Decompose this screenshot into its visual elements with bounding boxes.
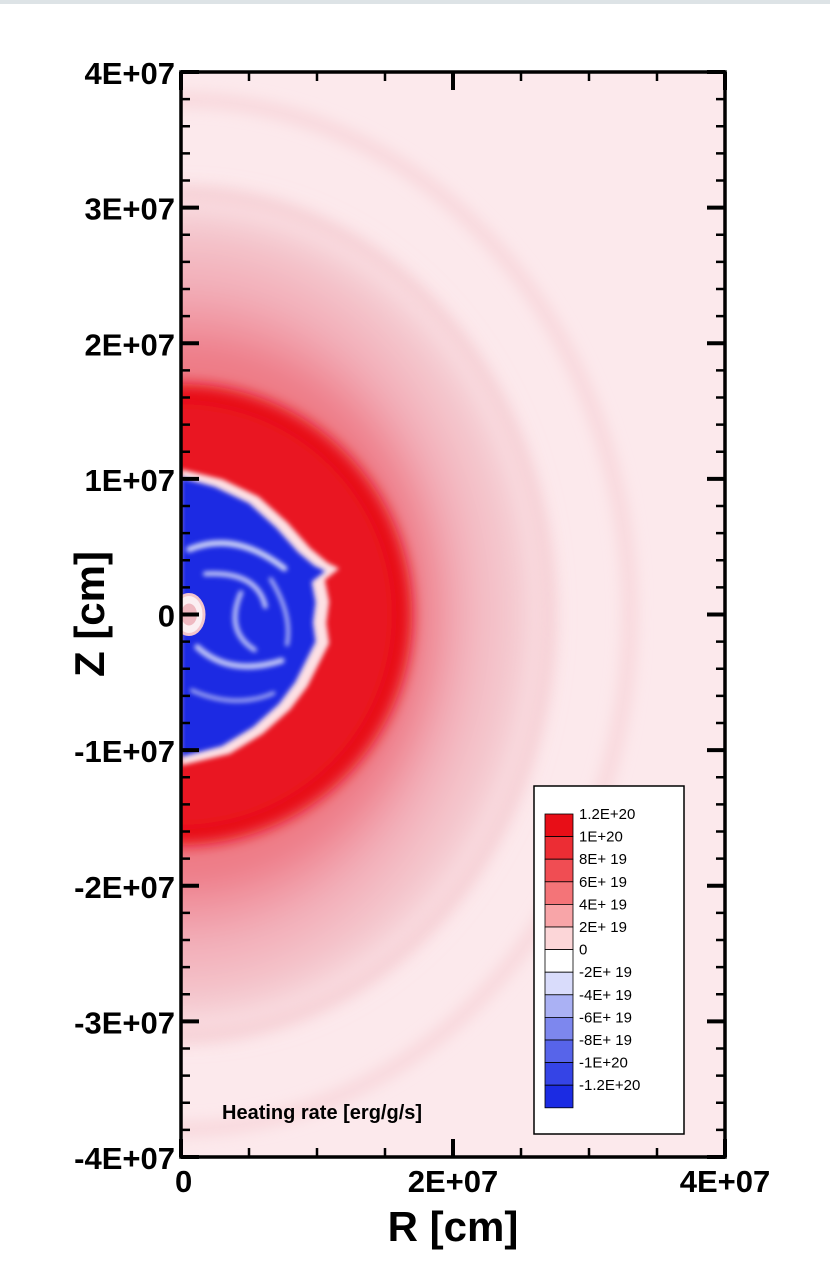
y-tick-label: 4E+07 — [84, 56, 175, 91]
legend-swatch — [544, 813, 574, 838]
legend-label: -2E+ 19 — [579, 964, 632, 981]
legend-label: 8E+ 19 — [579, 851, 627, 868]
legend-label: 4E+ 19 — [579, 896, 627, 913]
legend-swatch — [544, 858, 574, 883]
legend-swatch — [544, 926, 574, 951]
legend-swatch — [544, 1062, 574, 1086]
legend-label: -1E+20 — [579, 1055, 628, 1072]
y-tick-label: 2E+07 — [84, 327, 175, 362]
legend-swatch — [544, 836, 574, 860]
swirl — [189, 688, 276, 703]
top-border — [0, 0, 830, 4]
legend-label: -1.2E+20 — [579, 1077, 640, 1094]
legend-swatch — [544, 949, 574, 973]
colorbar-title: Heating rate [erg/g/s] — [222, 1102, 422, 1124]
halo-arc — [181, 185, 557, 1044]
y-tick-label: 3E+07 — [84, 192, 175, 227]
legend-swatch — [544, 904, 574, 928]
heating-rate-field — [181, 72, 725, 1157]
x-tick-label: 4E+07 — [680, 1164, 771, 1199]
legend-swatch — [544, 1084, 574, 1109]
x-axis-label: R [cm] — [388, 1203, 519, 1250]
swirl — [194, 644, 285, 670]
x-tick-label: 2E+07 — [408, 1164, 499, 1199]
legend-label: -6E+ 19 — [579, 1009, 632, 1026]
y-tick-label: 0 — [158, 599, 175, 634]
legend-label: 0 — [579, 942, 587, 959]
swirl — [202, 571, 268, 609]
axes: 4E+07 3E+07 2E+07 1E+07 0 -1E+07 -2E+07 -3E+07 -… — [74, 56, 770, 1199]
halo-arc — [181, 91, 638, 1138]
legend-label: 6E+ 19 — [579, 874, 627, 891]
swirl — [186, 540, 288, 572]
legend-label: 1E+20 — [579, 829, 623, 846]
x-tick-label: 0 — [175, 1164, 192, 1199]
legend-label: -4E+ 19 — [579, 987, 632, 1004]
y-tick-label: 1E+07 — [84, 463, 175, 498]
legend-label: 2E+ 19 — [579, 919, 627, 936]
legend-label: 1.2E+20 — [579, 806, 635, 823]
core-region — [181, 477, 326, 757]
legend-swatch — [544, 994, 574, 1018]
core-swirls — [186, 540, 291, 703]
y-tick-label: -4E+07 — [74, 1141, 175, 1176]
y-tick-label: -2E+07 — [74, 870, 175, 905]
legend-label: -8E+ 19 — [579, 1032, 632, 1049]
y-tick-label: -1E+07 — [74, 734, 175, 769]
y-axis-label: Z [cm] — [66, 551, 113, 677]
legend-swatch — [544, 1039, 574, 1064]
swirl — [268, 577, 291, 647]
colorbar-legend: 1.2E+20 1E+20 8E+ 19 6E+ 19 4E+ 19 2E+ 19 0 -2E… — [222, 785, 685, 1135]
swirl — [232, 590, 257, 653]
legend-swatch — [544, 971, 574, 996]
legend-swatch — [544, 1017, 574, 1041]
y-tick-label: -3E+07 — [74, 1005, 175, 1040]
legend-swatch — [544, 881, 574, 905]
